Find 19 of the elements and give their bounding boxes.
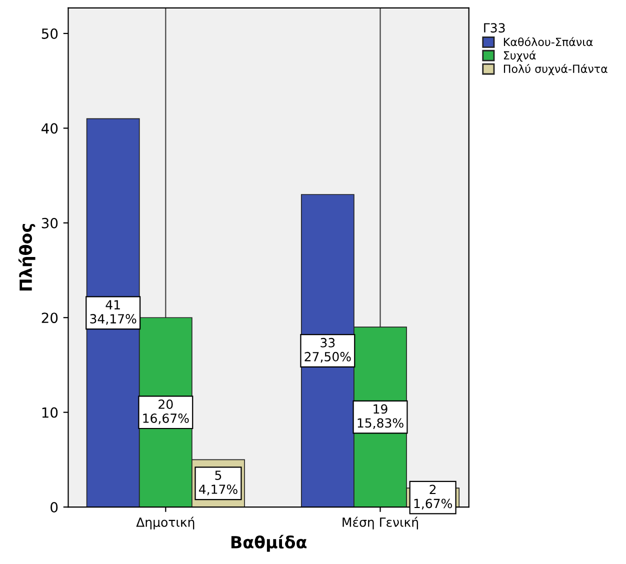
y-tick-label: 50	[42, 28, 58, 39]
legend-title: Γ33	[484, 23, 505, 33]
legend-label: Καθόλου-Σπάνια	[504, 37, 593, 46]
data-label: 20 16,67%	[143, 399, 189, 424]
y-tick-label: 10	[42, 407, 58, 418]
x-tick-label: Δημοτική	[136, 516, 194, 530]
x-axis-title: Βαθμίδα	[231, 534, 306, 552]
y-tick-label: 30	[42, 218, 58, 228]
y-tick-label: 40	[42, 123, 58, 134]
y-tick-label: 0	[50, 502, 58, 513]
data-label: 33 27,50%	[304, 338, 351, 363]
legend-label: Συχνά	[504, 50, 536, 62]
y-axis-title: Πλήθος	[18, 224, 36, 291]
legend-label: Πολύ συχνά-Πάντα	[504, 64, 608, 76]
data-label: 5 4,17%	[198, 470, 238, 496]
data-label: 41 34,17%	[90, 300, 136, 325]
data-label: 19 15,83%	[358, 404, 404, 429]
y-tick-label: 20	[42, 312, 58, 324]
x-tick-label: Μέση Γενική	[342, 516, 418, 530]
